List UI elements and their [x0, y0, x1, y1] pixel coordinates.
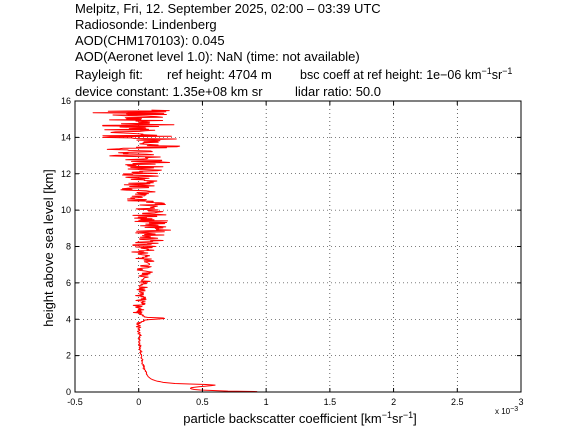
series-layer	[92, 109, 258, 393]
bsc-coeff-text: bsc coeff at ref height: 1e−06 km−1sr−1	[300, 66, 512, 82]
y-tick-label: 6	[66, 278, 71, 288]
bsc-coeff-sr: sr	[492, 68, 502, 82]
rayleigh-fit-label: Rayleigh fit:	[75, 67, 143, 82]
x-axis-multiplier-exp: −3	[510, 406, 518, 413]
y-tick-label: 10	[61, 205, 71, 215]
y-tick-label: 4	[66, 314, 71, 324]
y-tick-label: 14	[61, 132, 71, 142]
header-line-radiosonde: Radiosonde: Lindenberg	[75, 17, 217, 32]
y-tick-label: 16	[61, 96, 71, 106]
x-axis-label-exp-2: −1	[403, 410, 413, 420]
bsc-coeff-prefix: bsc coeff at ref height: 1e−06 km	[300, 68, 481, 82]
x-tick-label: 2	[391, 397, 396, 407]
y-axis-label: height above sea level [km]	[41, 169, 56, 327]
x-tick-label: 0	[136, 397, 141, 407]
backscatter-profile-line	[92, 109, 258, 393]
bsc-coeff-exp-1: −1	[481, 66, 491, 76]
x-axis-label: particle backscatter coefficient [km−1sr…	[183, 410, 416, 426]
y-tick-label: 8	[66, 242, 71, 252]
y-tick-label: 12	[61, 169, 71, 179]
x-axis-label-suffix: ]	[413, 411, 417, 426]
device-constant-text: device constant: 1.35e+08 km sr	[75, 84, 263, 99]
ref-height-text: ref height: 4704 m	[167, 67, 272, 82]
header-line-location-time: Melpitz, Fri, 12. September 2025, 02:00 …	[75, 1, 381, 16]
header-line-aod-chm: AOD(CHM170103): 0.045	[75, 33, 225, 48]
y-tick-label: 0	[66, 387, 71, 397]
lidar-ratio-text: lidar ratio: 50.0	[295, 84, 381, 99]
x-tick-label: 0.5	[196, 397, 209, 407]
x-tick-label: -0.5	[67, 397, 83, 407]
x-axis-label-sr: sr	[392, 411, 404, 426]
x-tick-label: 2.5	[451, 397, 464, 407]
y-tick-label: 2	[66, 351, 71, 361]
grid-lines	[75, 101, 521, 392]
x-axis-multiplier: x 10−3	[495, 406, 518, 416]
figure-header: Melpitz, Fri, 12. September 2025, 02:00 …	[75, 1, 512, 99]
y-axis-ticks: 0 2 4 6 8 10 12 14 16	[61, 96, 521, 397]
x-axis-multiplier-base: x 10	[495, 407, 511, 416]
x-tick-label: 1	[264, 397, 269, 407]
bsc-coeff-exp-2: −1	[502, 66, 512, 76]
header-line-aod-aeronet: AOD(Aeronet level 1.0): NaN (time: not a…	[75, 49, 360, 64]
x-axis-label-prefix: particle backscatter coefficient [km	[183, 411, 381, 426]
x-axis-label-exp-1: −1	[382, 410, 392, 420]
x-tick-label: 3	[518, 397, 523, 407]
x-tick-label: 1.5	[324, 397, 337, 407]
x-axis-ticks: -0.5 0 0.5 1 1.5 2 2.5 3	[67, 101, 524, 407]
